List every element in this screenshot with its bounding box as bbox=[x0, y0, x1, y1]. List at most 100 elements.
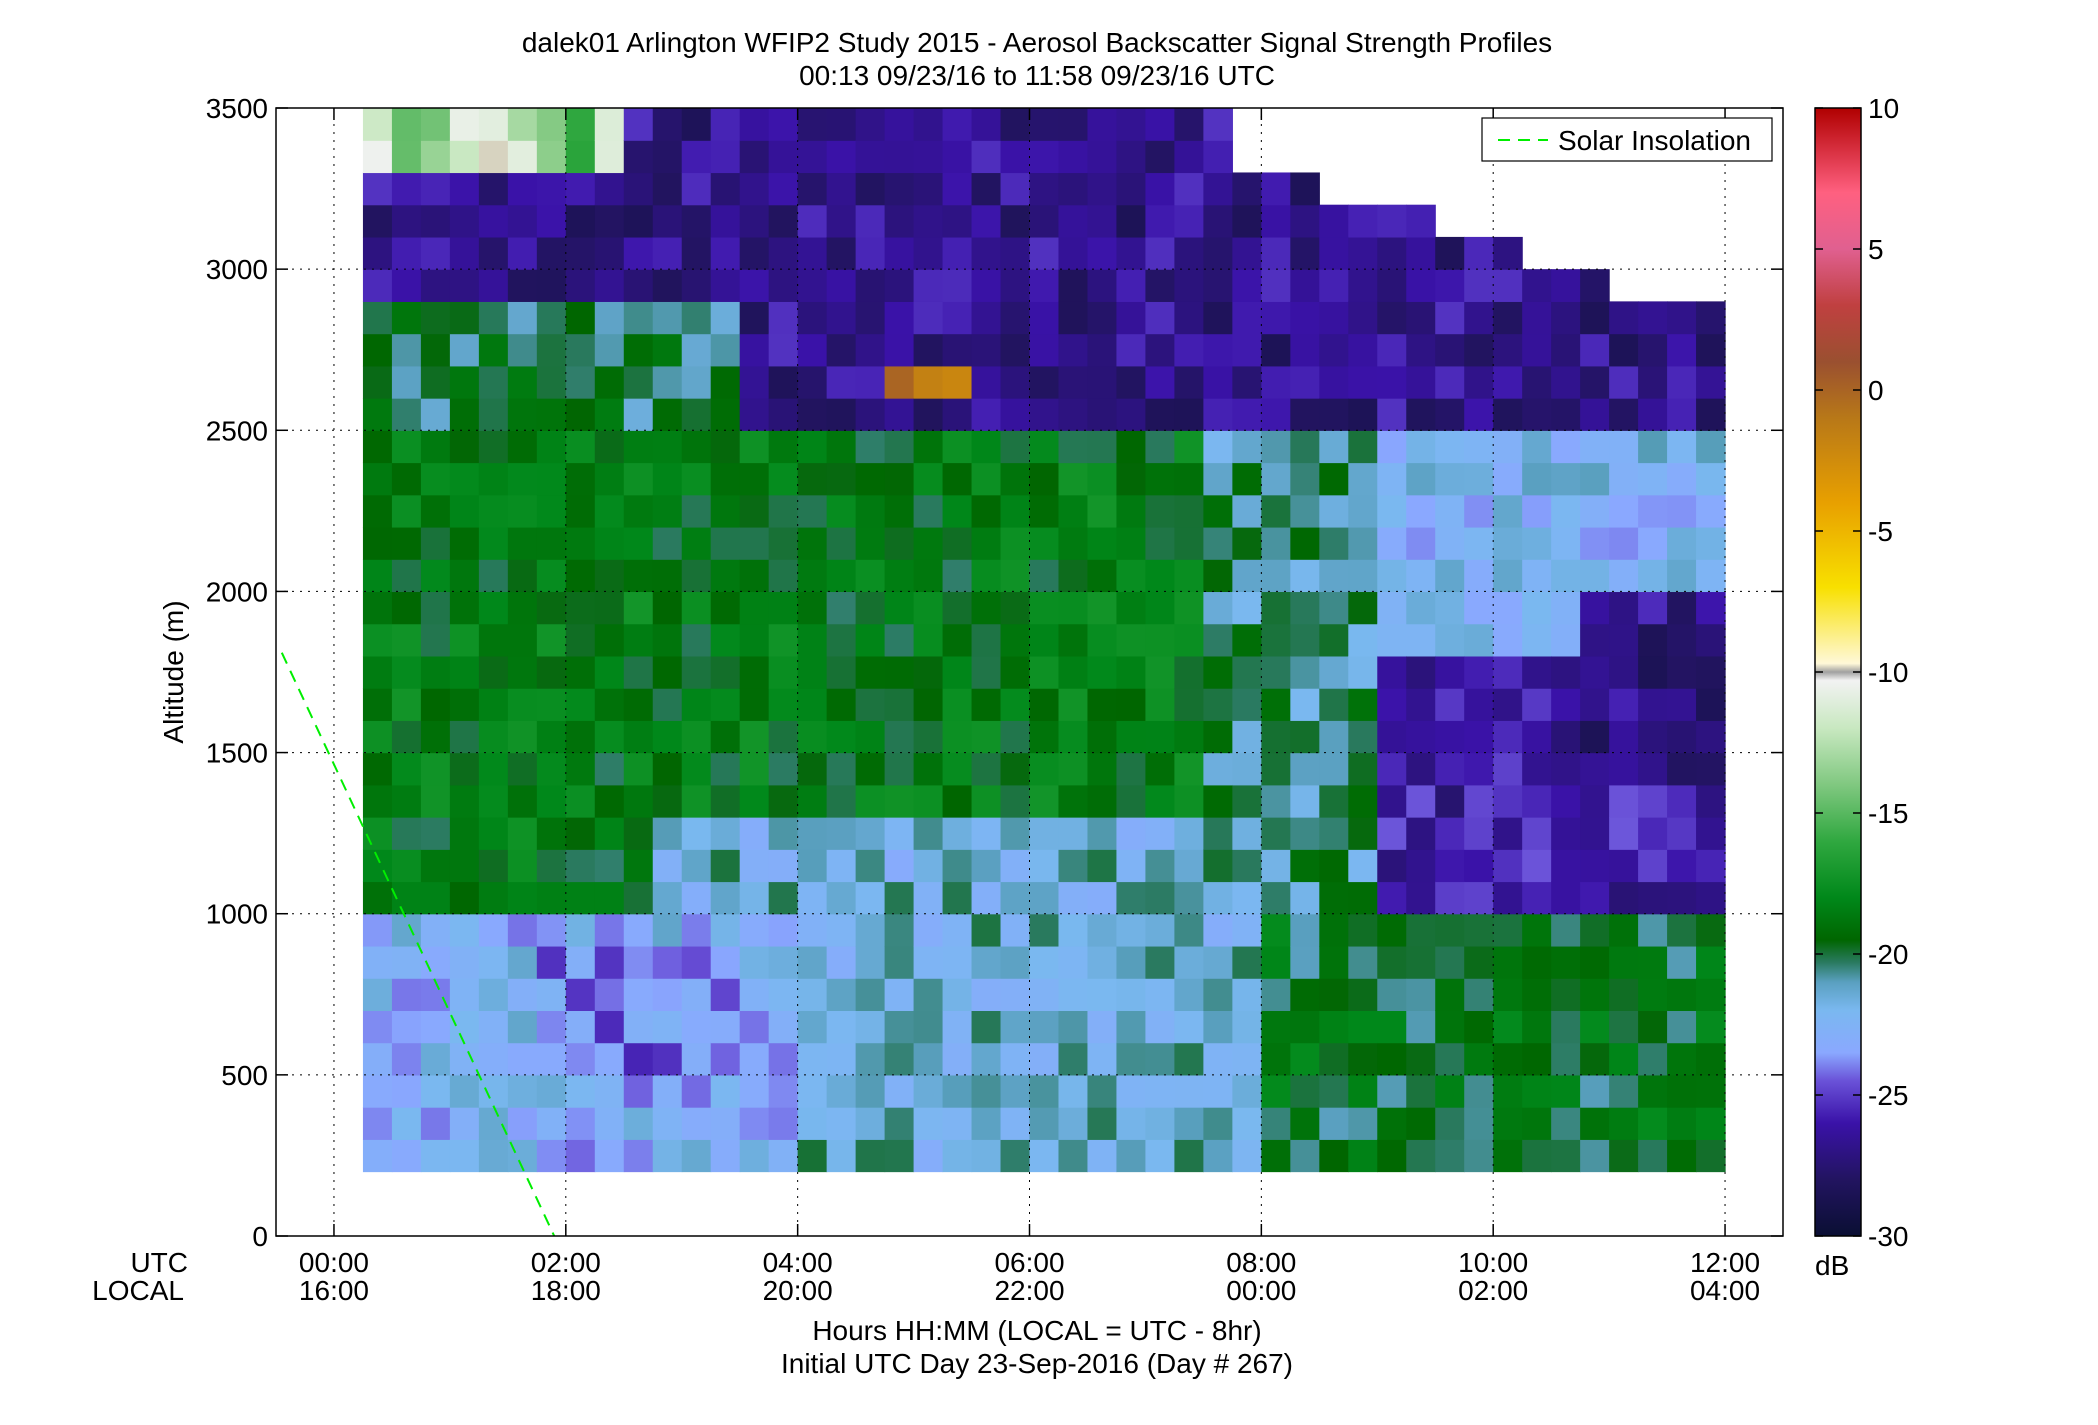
heatmap-cell bbox=[362, 204, 393, 238]
heatmap-cell bbox=[1232, 945, 1262, 979]
heatmap-cell bbox=[1000, 752, 1031, 786]
heatmap-cell bbox=[1348, 430, 1378, 464]
heatmap-cell bbox=[681, 494, 712, 528]
heatmap-cell bbox=[1406, 978, 1436, 1011]
heatmap-cell bbox=[1232, 688, 1262, 721]
heatmap-cell bbox=[1406, 559, 1436, 593]
heatmap-cell bbox=[797, 1010, 828, 1044]
heatmap-cell bbox=[391, 1074, 422, 1108]
heatmap-cell bbox=[1406, 849, 1436, 883]
heatmap-cell bbox=[449, 559, 480, 593]
heatmap-cell bbox=[1174, 849, 1204, 883]
heatmap-cell bbox=[1029, 1042, 1060, 1076]
heatmap-cell bbox=[449, 398, 480, 431]
heatmap-cell bbox=[1696, 398, 1726, 431]
heatmap-cell bbox=[1174, 301, 1204, 335]
heatmap-cell bbox=[1638, 881, 1668, 915]
heatmap-cell bbox=[1493, 1074, 1523, 1108]
heatmap-cell bbox=[594, 655, 625, 689]
heatmap-cell bbox=[1464, 591, 1494, 625]
heatmap-cell bbox=[1087, 1107, 1118, 1140]
heatmap-cell bbox=[768, 172, 799, 206]
heatmap-cell bbox=[971, 462, 1002, 496]
heatmap-cell bbox=[1290, 430, 1320, 464]
heatmap-cell bbox=[1232, 269, 1262, 302]
heatmap-cell bbox=[449, 817, 480, 850]
heatmap-cell bbox=[1203, 172, 1233, 206]
heatmap-cell bbox=[1290, 817, 1320, 850]
heatmap-cell bbox=[855, 204, 886, 238]
heatmap-cell bbox=[1348, 269, 1378, 302]
heatmap-cell bbox=[1435, 655, 1465, 689]
heatmap-cell bbox=[1203, 752, 1233, 786]
heatmap-cell bbox=[1261, 623, 1291, 657]
heatmap-cell bbox=[565, 623, 596, 657]
heatmap-cell bbox=[1319, 559, 1349, 593]
heatmap-cell bbox=[1638, 752, 1668, 786]
heatmap-cell bbox=[652, 1042, 683, 1076]
heatmap-cell bbox=[739, 1042, 770, 1076]
heatmap-cell bbox=[507, 494, 538, 528]
heatmap-cell bbox=[739, 365, 770, 399]
heatmap-cell bbox=[1261, 688, 1291, 721]
heatmap-cell bbox=[826, 623, 857, 657]
heatmap-cell bbox=[1435, 269, 1465, 302]
heatmap-cell bbox=[536, 978, 567, 1011]
colorbar-tick-label: 5 bbox=[1868, 234, 1884, 265]
heatmap-cell bbox=[391, 462, 422, 496]
heatmap-cell bbox=[681, 269, 712, 302]
heatmap-cell bbox=[1145, 913, 1175, 947]
heatmap-cell bbox=[1087, 1139, 1118, 1173]
heatmap-cell bbox=[1058, 269, 1089, 302]
heatmap-cell bbox=[1087, 591, 1118, 625]
heatmap-cell bbox=[1696, 688, 1726, 721]
heatmap-cell bbox=[1087, 494, 1118, 528]
heatmap-cell bbox=[1000, 172, 1031, 206]
heatmap-cell bbox=[1203, 236, 1233, 270]
heatmap-cell bbox=[768, 1042, 799, 1076]
heatmap-cell bbox=[1348, 559, 1378, 593]
heatmap-cell bbox=[884, 333, 915, 367]
heatmap-cell bbox=[913, 494, 944, 528]
heatmap-cell bbox=[507, 301, 538, 335]
heatmap-cell bbox=[942, 1107, 973, 1140]
heatmap-cell bbox=[1609, 688, 1639, 721]
heatmap-cell bbox=[1522, 881, 1552, 915]
heatmap-cell bbox=[681, 140, 712, 174]
heatmap-cell bbox=[768, 108, 799, 141]
heatmap-cell bbox=[1667, 526, 1697, 560]
heatmap-cell bbox=[768, 913, 799, 947]
heatmap-cell bbox=[1116, 269, 1147, 302]
heatmap-cell bbox=[1609, 655, 1639, 689]
heatmap-cell bbox=[652, 784, 683, 818]
heatmap-cell bbox=[1348, 301, 1378, 335]
heatmap-cell bbox=[1087, 1010, 1118, 1044]
heatmap-cell bbox=[1667, 752, 1697, 786]
heatmap-cell bbox=[594, 462, 625, 496]
heatmap-cell bbox=[1377, 1074, 1407, 1108]
heatmap-cell bbox=[1667, 817, 1697, 850]
heatmap-cell bbox=[1290, 623, 1320, 657]
heatmap-cell bbox=[942, 1010, 973, 1044]
heatmap-cell bbox=[855, 430, 886, 464]
heatmap-cell bbox=[681, 752, 712, 786]
heatmap-cell bbox=[507, 623, 538, 657]
heatmap-cell bbox=[1319, 945, 1349, 979]
heatmap-cell bbox=[1203, 430, 1233, 464]
heatmap-cell bbox=[449, 108, 480, 141]
heatmap-cells bbox=[362, 108, 1726, 1173]
heatmap-cell bbox=[1348, 655, 1378, 689]
heatmap-cell bbox=[884, 236, 915, 270]
heatmap-cell bbox=[507, 978, 538, 1011]
heatmap-cell bbox=[768, 720, 799, 754]
heatmap-cell bbox=[1000, 688, 1031, 721]
heatmap-cell bbox=[1087, 913, 1118, 947]
heatmap-cell bbox=[1406, 945, 1436, 979]
heatmap-cell bbox=[739, 494, 770, 528]
heatmap-cell bbox=[739, 849, 770, 883]
heatmap-cell bbox=[1058, 720, 1089, 754]
heatmap-cell bbox=[768, 1074, 799, 1108]
heatmap-cell bbox=[1261, 1042, 1291, 1076]
